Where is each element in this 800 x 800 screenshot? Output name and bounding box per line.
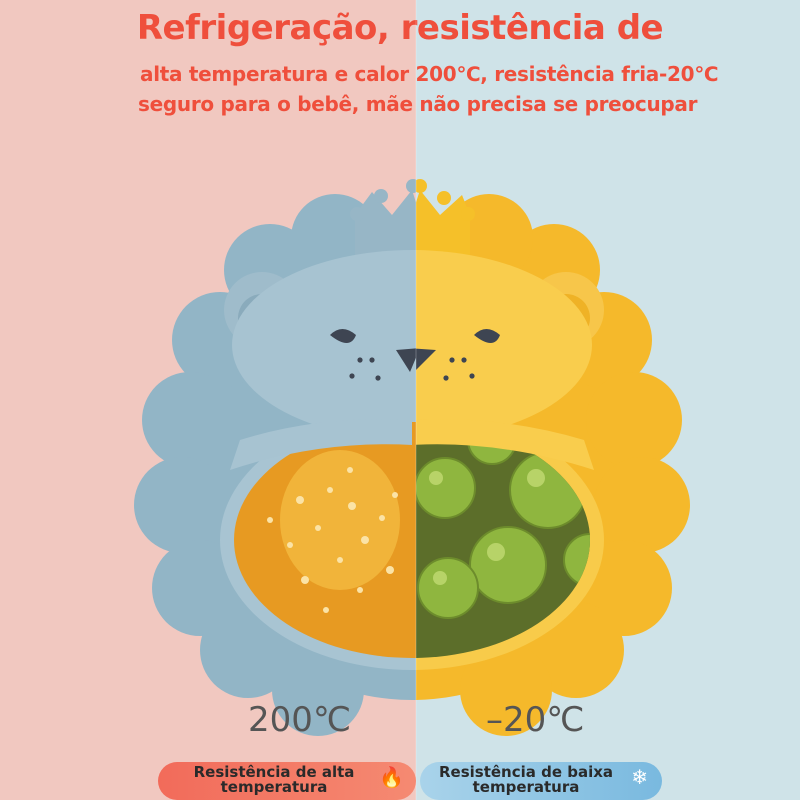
cold-temperature-label: –20℃ (486, 700, 585, 740)
blue-bowl-half (134, 179, 416, 736)
headline-title: Refrigeração, resistência de (136, 8, 664, 48)
fire-icon: 🔥 (379, 765, 404, 789)
low-temperature-badge-label: Resistência de baixa temperatura (438, 763, 614, 796)
hot-temperature-label: 200℃ (248, 700, 352, 740)
high-temperature-badge: Resistência de alta temperatura 🔥 (158, 762, 416, 800)
snowflake-icon: ❄ (631, 765, 648, 789)
low-temperature-badge: Resistência de baixa temperatura ❄ (420, 762, 662, 800)
headline-line-2: seguro para o bebê, mãe não precisa se p… (138, 92, 698, 116)
high-temperature-badge-label: Resistência de alta temperatura (193, 763, 355, 796)
yellow-bowl-half (416, 179, 690, 736)
headline-line-1: alta temperatura e calor 200℃, resistênc… (140, 62, 719, 86)
